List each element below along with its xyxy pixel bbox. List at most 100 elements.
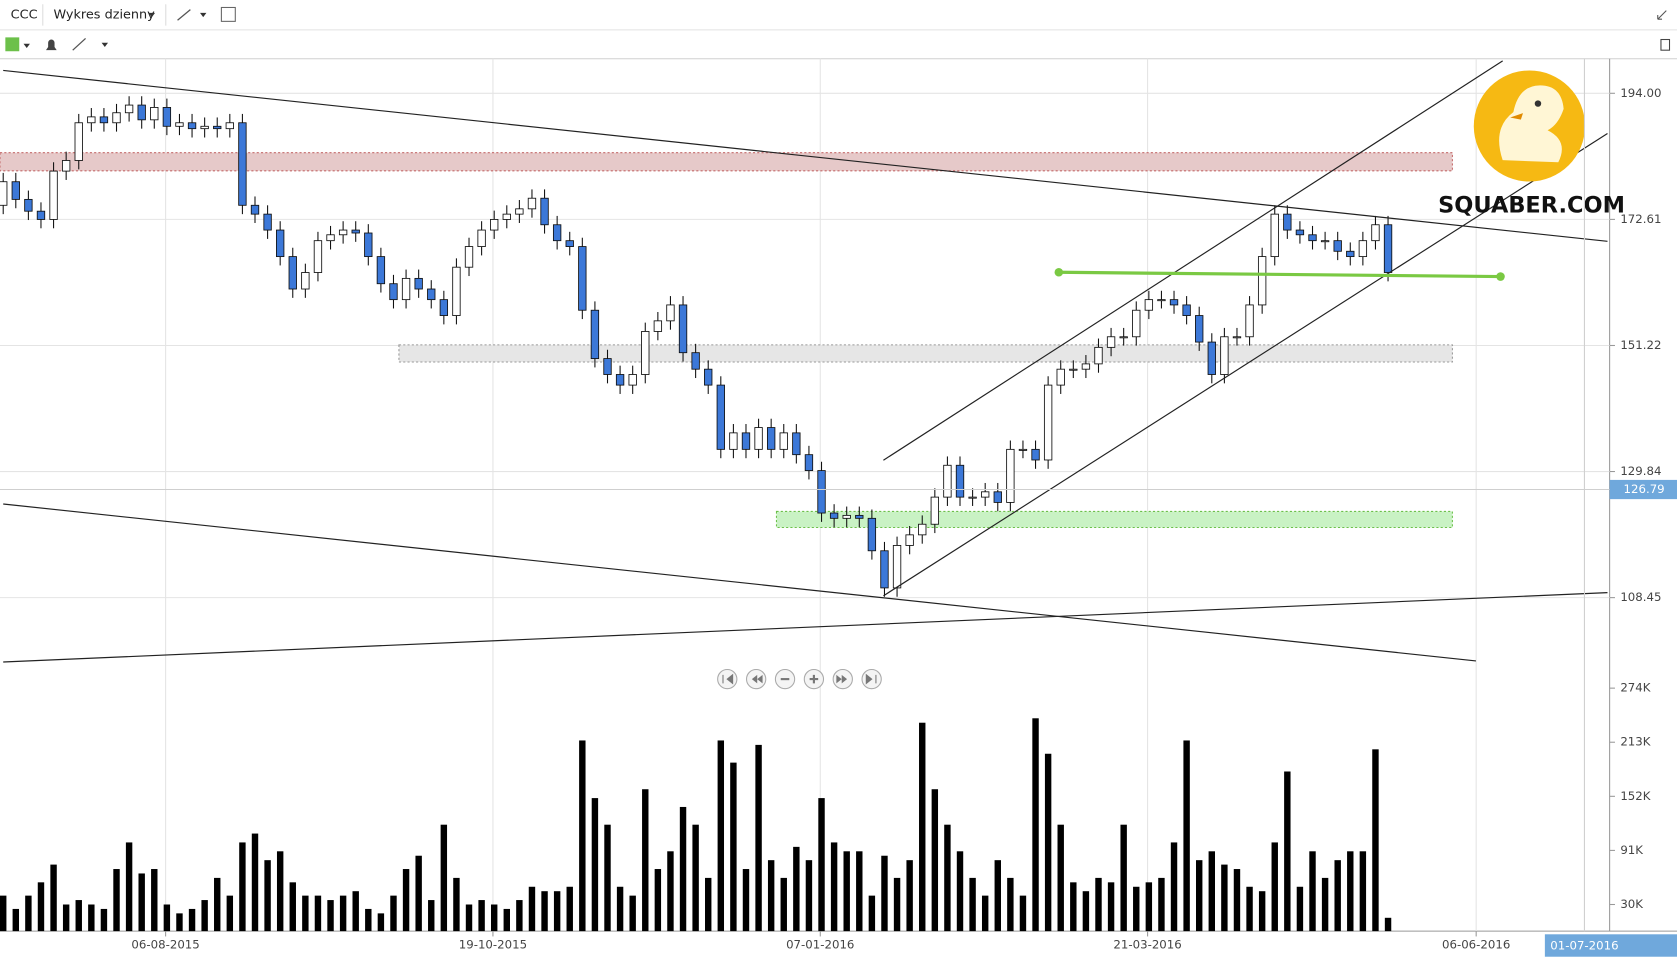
- volume-bar: [629, 895, 636, 932]
- volume-bar: [654, 869, 662, 932]
- line-handle[interactable]: [1496, 272, 1505, 281]
- volume-bar: [780, 877, 787, 932]
- icon: [751, 674, 763, 684]
- candle-body: [1220, 336, 1229, 375]
- channel-line: [883, 132, 1608, 597]
- candle-body: [1270, 213, 1279, 258]
- volume-bar: [679, 806, 687, 932]
- candle-body: [741, 432, 751, 450]
- candle-body: [150, 107, 159, 121]
- candle-body: [1346, 250, 1355, 258]
- watermark: SQUABER.COM: [1438, 193, 1625, 219]
- volume-bar: [667, 851, 674, 932]
- candle-body: [1119, 336, 1128, 339]
- volume-tick-label: 213K: [1620, 735, 1650, 749]
- interval-select[interactable]: Wykres dzienny: [53, 7, 155, 22]
- candle-body: [930, 496, 939, 525]
- collapse-icon[interactable]: [1657, 10, 1667, 20]
- candle-body: [981, 491, 990, 498]
- volume-bar: [276, 851, 284, 932]
- volume-bar: [226, 895, 234, 932]
- volume-bar: [1359, 851, 1367, 932]
- candle-body: [1371, 224, 1380, 242]
- volume-tick-label: 30K: [1620, 897, 1643, 911]
- fullscreen-icon[interactable]: [220, 6, 236, 22]
- volume-tick-label: 274K: [1620, 681, 1650, 695]
- candle-body: [288, 256, 297, 290]
- volume-bar: [339, 895, 347, 932]
- volume-bar: [402, 869, 410, 932]
- horizontal-line: [1058, 270, 1501, 279]
- nav-icons: [722, 673, 877, 685]
- icon: [865, 673, 877, 685]
- icon: [809, 674, 819, 684]
- candle-body: [892, 545, 902, 589]
- volume-bar: [1221, 864, 1228, 932]
- symbol[interactable]: CCC: [11, 7, 38, 22]
- y-tick-label: 129.84: [1620, 464, 1661, 478]
- candle-body: [1320, 240, 1330, 243]
- volume-bar: [1158, 877, 1165, 932]
- candle-body: [829, 512, 839, 519]
- candle-body: [1056, 368, 1065, 386]
- volume-bar: [503, 908, 510, 932]
- line-tool-icon[interactable]: [72, 37, 86, 51]
- candle-body: [162, 107, 172, 127]
- candle-body: [1182, 304, 1191, 316]
- volumes: [0, 718, 1392, 932]
- volume-bar: [843, 851, 850, 932]
- volume-bar: [981, 895, 989, 932]
- volume-bar: [1195, 860, 1203, 932]
- volume-bar: [856, 851, 863, 932]
- line-handle[interactable]: [1054, 268, 1064, 277]
- candle-body: [1195, 315, 1204, 343]
- alert-icon[interactable]: [45, 39, 57, 51]
- volume-bar: [428, 900, 435, 932]
- volume-bar: [1384, 917, 1392, 932]
- draw-tool-icon[interactable]: [177, 9, 191, 21]
- candle-body: [1207, 341, 1216, 375]
- volume-bar: [1120, 824, 1127, 932]
- cursor-price-box: [1609, 479, 1677, 500]
- y-tick-label: 194.00: [1620, 86, 1661, 100]
- candle-body: [603, 358, 612, 375]
- candle-body: [238, 122, 247, 206]
- color-picker[interactable]: [5, 37, 20, 52]
- candle-body: [779, 432, 788, 450]
- logo: SQUABER.COM: [1438, 70, 1625, 219]
- candle-body: [1157, 299, 1166, 302]
- volume-bar: [1032, 718, 1039, 932]
- volume-bar: [528, 886, 536, 932]
- volume-bar: [415, 855, 422, 932]
- volume-bar: [1372, 749, 1379, 932]
- icon: [836, 674, 848, 684]
- navigation: [717, 668, 882, 690]
- volume-bar: [1296, 886, 1304, 932]
- volume-bar: [302, 895, 309, 932]
- volume-bar: [1208, 851, 1216, 932]
- candle-body: [1018, 448, 1028, 451]
- candle-body: [112, 112, 121, 124]
- candle-body: [855, 514, 864, 519]
- volume-bar: [365, 908, 372, 932]
- candle-body: [24, 198, 33, 212]
- volume-bar: [919, 722, 926, 932]
- channel-line: [883, 60, 1503, 461]
- candle-body: [1245, 304, 1254, 338]
- candle-body: [968, 496, 977, 499]
- candle-body: [804, 454, 814, 472]
- dropdown-arrow: [23, 43, 30, 49]
- candle-body: [641, 331, 650, 375]
- x-tick-label: 21-03-2016: [1113, 937, 1181, 951]
- icon: [722, 673, 734, 685]
- volume-bar: [1334, 860, 1341, 932]
- volume-bar: [1347, 851, 1354, 932]
- volume-bar: [1107, 882, 1115, 932]
- candle-body: [540, 197, 549, 226]
- volume-bar: [1284, 771, 1291, 932]
- candle-body: [61, 160, 71, 172]
- volume-bar: [214, 877, 221, 932]
- candle-body: [1283, 213, 1292, 231]
- delete-icon[interactable]: [1660, 38, 1671, 51]
